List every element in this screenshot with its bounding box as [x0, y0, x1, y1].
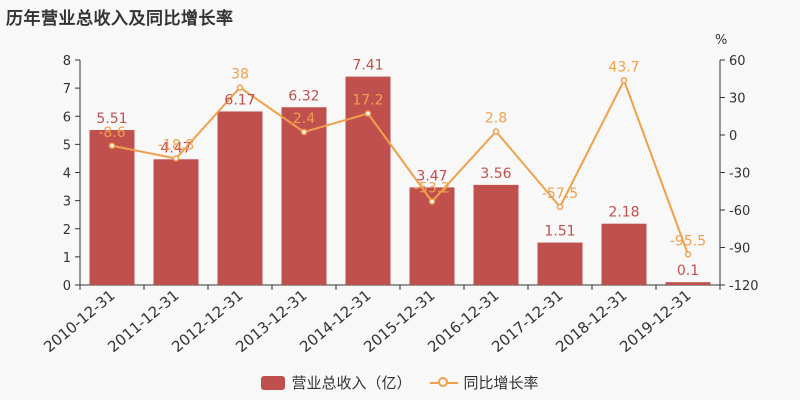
- growth-value-label: -95.5: [670, 233, 706, 249]
- revenue-value-label: 5.51: [96, 111, 127, 127]
- left-tick-label: 1: [63, 251, 71, 266]
- growth-point[interactable]: [108, 142, 116, 149]
- legend-item-revenue[interactable]: 营业总收入（亿）: [261, 372, 412, 393]
- legend-line-swatch: [429, 376, 458, 390]
- left-tick-label: 0: [63, 279, 71, 294]
- legend: 营业总收入（亿） 同比增长率: [0, 372, 800, 393]
- revenue-value-label: 0.1: [677, 263, 699, 279]
- revenue-bar[interactable]: [281, 107, 327, 285]
- right-tick-label: -60: [729, 204, 750, 219]
- legend-revenue-label: 营业总收入（亿）: [291, 374, 412, 392]
- growth-value-label: 2.8: [485, 111, 507, 127]
- growth-point[interactable]: [492, 128, 500, 135]
- revenue-value-label: 4.47: [160, 140, 191, 156]
- revenue-bar[interactable]: [665, 282, 711, 285]
- growth-value-label: -18.8: [158, 138, 194, 154]
- chart-title: 历年营业总收入及同比增长率: [6, 9, 234, 29]
- revenue-value-label: 6.17: [224, 92, 255, 108]
- growth-value-label: 2.4: [293, 111, 315, 127]
- line-group: [108, 77, 692, 258]
- revenue-value-label: 7.41: [352, 58, 383, 74]
- growth-point[interactable]: [620, 77, 628, 84]
- right-axis-unit: %: [715, 33, 727, 48]
- growth-value-label: -57.5: [542, 186, 578, 202]
- right-tick-label: -30: [729, 167, 750, 182]
- legend-item-growth[interactable]: 同比增长率: [429, 372, 539, 393]
- revenue-value-label: 6.32: [288, 88, 319, 104]
- growth-point[interactable]: [428, 198, 436, 205]
- growth-line: [111, 77, 689, 255]
- left-tick-label: 4: [63, 167, 71, 182]
- growth-point[interactable]: [364, 110, 372, 117]
- axes-group: 012345678-120-90-60-30030602010-12-31201…: [40, 54, 758, 356]
- revenue-bar[interactable]: [217, 111, 263, 285]
- growth-point[interactable]: [556, 203, 564, 211]
- growth-value-label: 17.2: [352, 93, 383, 109]
- revenue-bar[interactable]: [153, 159, 199, 285]
- right-tick-label: -90: [729, 242, 750, 257]
- legend-growth-label: 同比增长率: [463, 374, 539, 392]
- revenue-value-label: 1.51: [544, 224, 575, 240]
- growth-value-label: -8.6: [98, 125, 125, 141]
- legend-bar-swatch: [261, 375, 286, 390]
- left-tick-label: 7: [63, 82, 71, 97]
- revenue-bar[interactable]: [537, 242, 583, 285]
- right-tick-label: -120: [729, 279, 759, 294]
- growth-value-label: 38: [231, 67, 249, 83]
- right-tick-label: 0: [729, 129, 737, 144]
- right-tick-label: 30: [729, 92, 746, 107]
- revenue-value-label: 3.47: [416, 168, 447, 184]
- labels-group: 5.51 4.47 6.17 6.32 7.41 3.47 3.56 1.51 2.18 0.1 -…: [96, 58, 706, 280]
- bars-group: [89, 76, 711, 285]
- revenue-bar[interactable]: [601, 223, 647, 285]
- revenue-bar[interactable]: [473, 184, 519, 285]
- left-tick-label: 3: [63, 195, 71, 210]
- x-tick-label: 2019-12-31: [616, 286, 694, 356]
- left-tick-label: 2: [63, 223, 71, 238]
- right-tick-label: 60: [729, 54, 746, 69]
- growth-point[interactable]: [172, 155, 180, 162]
- growth-point[interactable]: [236, 84, 244, 91]
- revenue-value-label: 2.18: [608, 205, 639, 221]
- growth-point[interactable]: [300, 128, 308, 136]
- revenue-value-label: 3.56: [480, 166, 511, 182]
- growth-value-label: -53.2: [414, 181, 450, 197]
- left-tick-label: 8: [63, 54, 71, 69]
- growth-value-label: 43.7: [608, 59, 639, 75]
- revenue-bar[interactable]: [89, 130, 135, 285]
- growth-point[interactable]: [684, 251, 692, 258]
- left-tick-label: 6: [63, 110, 71, 125]
- left-tick-label: 5: [63, 138, 71, 153]
